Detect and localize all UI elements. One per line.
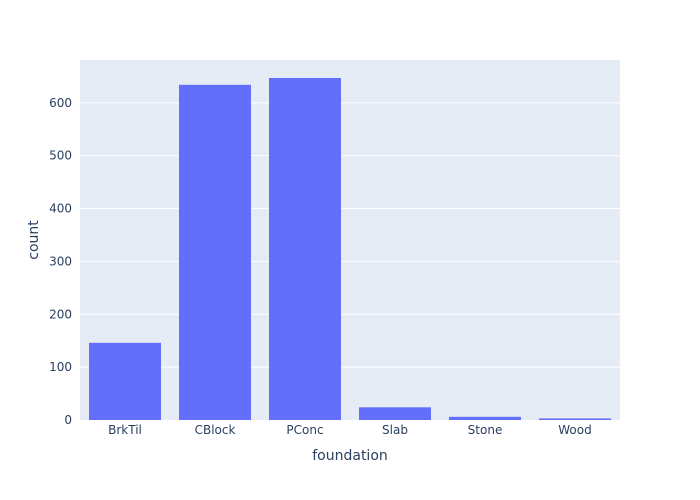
bar-brktil	[89, 342, 161, 420]
y-tick-label: 300	[49, 254, 72, 268]
bar-slab	[359, 407, 431, 420]
x-tick-label: BrkTil	[108, 423, 142, 437]
bar-stone	[449, 416, 521, 420]
y-axis-title: count	[26, 220, 42, 260]
bar-cblock	[179, 84, 251, 420]
x-axis-ticks: BrkTil CBlock PConc Slab Stone Wood	[108, 423, 592, 437]
y-tick-label: 400	[49, 202, 72, 216]
bars	[89, 77, 611, 420]
x-tick-label: Slab	[382, 423, 408, 437]
bar-pconc	[269, 77, 341, 420]
y-tick-label: 200	[49, 307, 72, 321]
plot-background	[80, 60, 620, 420]
y-tick-label: 600	[49, 96, 72, 110]
y-tick-label: 500	[49, 149, 72, 163]
x-tick-label: CBlock	[195, 423, 236, 437]
y-tick-label: 0	[64, 413, 72, 427]
x-tick-label: PConc	[286, 423, 323, 437]
x-axis-title: foundation	[312, 448, 388, 464]
y-tick-label: 100	[49, 360, 72, 374]
x-tick-label: Stone	[468, 423, 503, 437]
gridlines	[80, 102, 620, 368]
x-tick-label: Wood	[558, 423, 591, 437]
y-axis-ticks: 0 100 200 300 400 500 600	[49, 96, 72, 427]
bar-wood	[539, 418, 611, 420]
